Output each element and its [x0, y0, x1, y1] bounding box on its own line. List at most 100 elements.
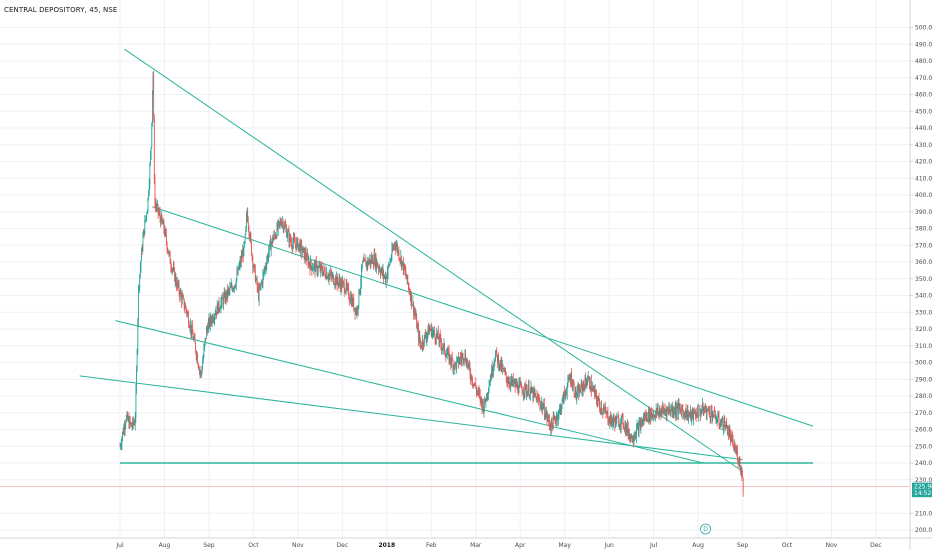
candle-body — [661, 411, 663, 416]
candle-body — [571, 385, 573, 387]
candle-body — [386, 276, 388, 279]
candle-body — [702, 404, 704, 414]
candle-body — [690, 409, 692, 419]
candle-body — [669, 411, 671, 414]
candle-body — [122, 431, 124, 434]
candle-body — [484, 398, 486, 402]
candle-body — [214, 314, 216, 316]
candle-body — [238, 266, 240, 270]
candle-body — [215, 311, 217, 315]
candle-body — [536, 396, 538, 403]
candle-body — [157, 204, 158, 206]
candle-body — [151, 122, 153, 148]
candle-body — [740, 467, 741, 472]
candle-body — [436, 333, 437, 341]
candle-body — [288, 231, 290, 242]
candle-body — [537, 396, 539, 398]
candle-body — [632, 440, 633, 442]
candle-body — [683, 410, 684, 414]
candle-body — [397, 250, 399, 253]
candle-body — [610, 415, 612, 425]
candle-body — [608, 421, 609, 423]
candle-body — [701, 410, 703, 412]
price-tick-label: 340.00 — [915, 293, 932, 300]
candle-body — [186, 312, 188, 314]
candle-body — [655, 412, 656, 418]
candle-body — [503, 370, 505, 372]
dividend-marker[interactable]: D — [700, 523, 711, 535]
candle-body — [448, 350, 450, 362]
candle-body — [398, 250, 400, 259]
candle-body — [332, 275, 334, 276]
candle-body — [280, 221, 282, 225]
candle-body — [337, 281, 339, 286]
candle-body — [515, 382, 517, 387]
candle-body — [631, 435, 632, 439]
candle-body — [582, 384, 583, 391]
candle-body — [129, 418, 131, 423]
time-tick-label: Jul — [649, 542, 658, 549]
candle-body — [559, 408, 560, 411]
candle-body — [124, 426, 125, 430]
candle-body — [424, 334, 426, 336]
candle-body — [354, 308, 356, 314]
candle-body — [492, 371, 494, 374]
candle-body — [692, 410, 693, 414]
candle-body — [704, 408, 705, 410]
price-axis[interactable]: 500.00 490.00 480.00 470.00 460.00 450.00 440.… — [909, 0, 932, 550]
candle-body — [617, 417, 619, 418]
candle-body — [347, 286, 348, 288]
candle-body — [525, 386, 527, 394]
candle-body — [693, 410, 695, 414]
candle-body — [154, 180, 156, 205]
candle-body — [182, 296, 184, 297]
candle-body — [166, 242, 168, 250]
candle-body — [309, 264, 311, 270]
time-axis[interactable]: Jul Aug Sep Oct Nov Dec 2018 Feb Mar Apr May Jun Jul… — [0, 537, 932, 549]
candle-body — [642, 419, 644, 423]
trendlines[interactable] — [79, 48, 814, 472]
candle-body — [672, 407, 674, 414]
candle-body — [521, 388, 523, 393]
candle-body — [349, 300, 351, 302]
candle-body — [179, 291, 181, 297]
candle-body — [265, 267, 267, 269]
candle-body — [178, 283, 180, 293]
candle-body — [731, 435, 733, 437]
candle-body — [690, 409, 691, 415]
candle-body — [453, 365, 455, 369]
candle-body — [657, 408, 658, 414]
candle-body — [268, 252, 269, 259]
dividend-marker-label: D — [703, 526, 708, 533]
candle-body — [244, 234, 246, 243]
candle-body — [336, 275, 338, 282]
candle-body — [530, 386, 532, 390]
candle-body — [445, 355, 447, 358]
price-tick-label: 210.00 — [915, 510, 932, 517]
candle-body — [506, 377, 508, 383]
candle-body — [137, 320, 139, 351]
candle-body — [527, 391, 529, 396]
candle-body — [192, 326, 193, 334]
time-tick-label: Aug — [159, 542, 171, 549]
time-tick-label: Jul — [115, 542, 124, 549]
candle-body — [638, 425, 639, 434]
candle-body — [162, 220, 163, 225]
candle-body — [613, 417, 615, 421]
price-tick-label: 240.00 — [915, 460, 932, 467]
candle-body — [237, 266, 239, 275]
candle-body — [476, 390, 478, 392]
candle-body — [388, 264, 390, 266]
candle-body — [190, 324, 192, 334]
candle-body — [127, 418, 129, 420]
candle-body — [313, 264, 315, 269]
candle-body — [526, 390, 528, 396]
price-tag — [912, 482, 932, 491]
candle-body — [383, 276, 385, 278]
candle-body — [146, 210, 148, 215]
candle-body — [584, 386, 585, 390]
candle-body — [353, 298, 355, 310]
candle-body — [330, 272, 332, 275]
candle-body — [241, 255, 243, 258]
